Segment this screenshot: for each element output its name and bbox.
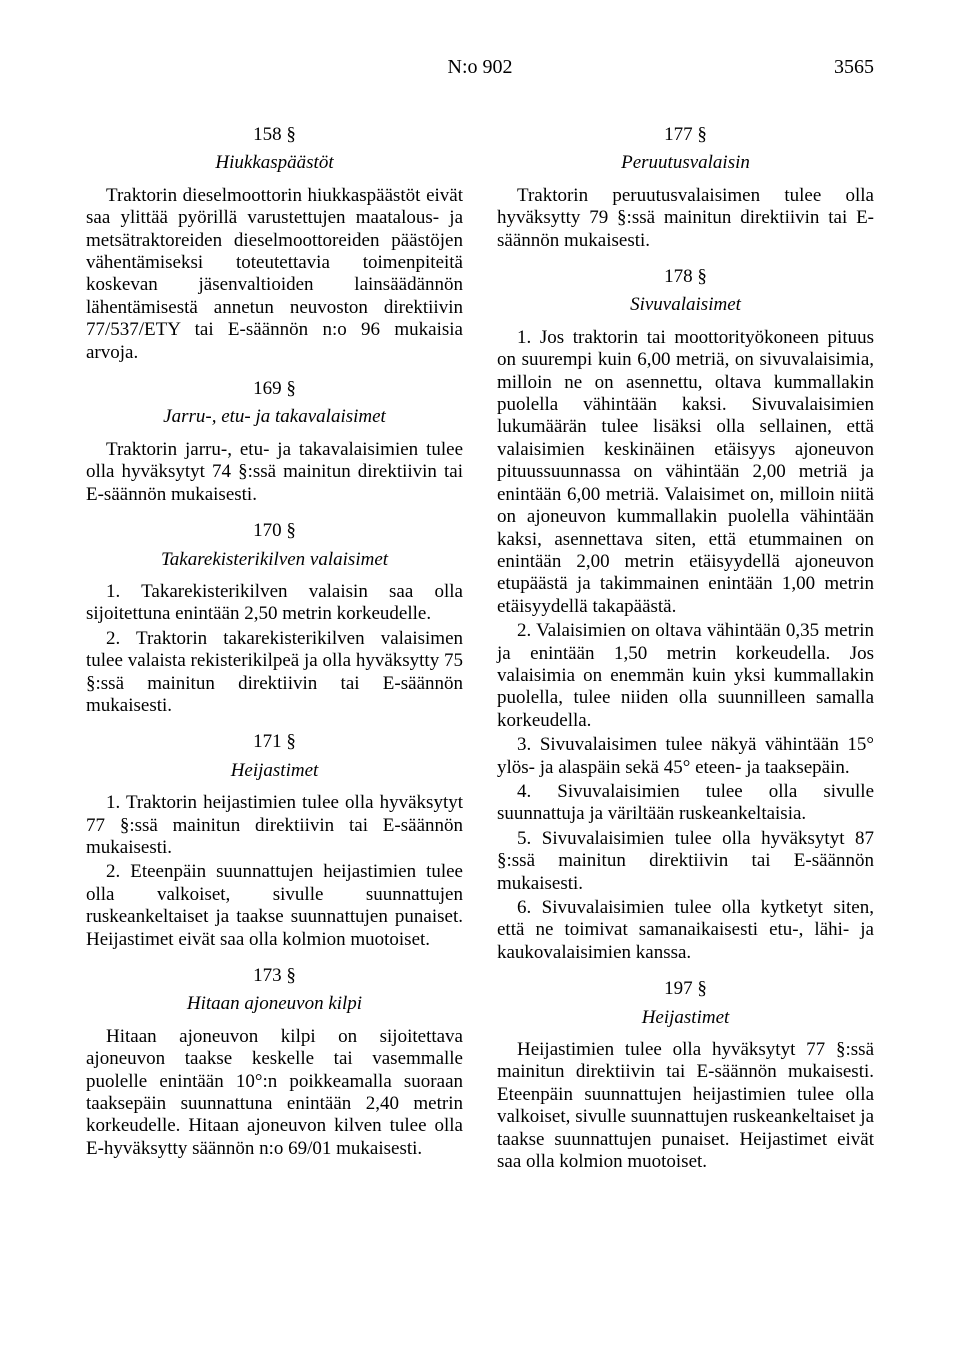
body-text: 4. Sivuvalaisimien tulee olla sivulle su… xyxy=(497,781,874,826)
body-text: Heijastimien tulee olla hyväksytyt 77 §:… xyxy=(497,1039,874,1173)
body-text: 6. Sivuvalaisimien tulee olla kytketyt s… xyxy=(497,897,874,964)
right-column: 177 § Peruutusvalaisin Traktorin peruutu… xyxy=(497,110,874,1175)
doc-number: N:o 902 xyxy=(86,56,874,79)
section-number: 170 § xyxy=(86,520,463,542)
left-column: 158 § Hiukkaspäästöt Traktorin dieselmoo… xyxy=(86,110,463,1175)
document-page: N:o 902 3565 158 § Hiukkaspäästöt Trakto… xyxy=(0,0,960,1358)
section-title: Hiukkaspäästöt xyxy=(86,152,463,174)
section-number: 173 § xyxy=(86,965,463,987)
body-text: Hitaan ajoneuvon kilpi on sijoitettava a… xyxy=(86,1026,463,1160)
section-number: 158 § xyxy=(86,124,463,146)
page-number: 3565 xyxy=(834,56,874,79)
section-title: Heijastimet xyxy=(497,1007,874,1029)
body-text: Traktorin jarru-, etu- ja takavalaisimie… xyxy=(86,439,463,506)
section-title: Takarekisterikilven valaisimet xyxy=(86,549,463,571)
section-number: 171 § xyxy=(86,731,463,753)
two-column-layout: 158 § Hiukkaspäästöt Traktorin dieselmoo… xyxy=(86,110,874,1175)
body-text: 2. Traktorin takarekisterikilven valaisi… xyxy=(86,628,463,718)
page-header: N:o 902 3565 xyxy=(86,56,874,92)
body-text: 3. Sivuvalaisimen tulee näkyä vähintään … xyxy=(497,734,874,779)
section-title: Heijastimet xyxy=(86,760,463,782)
body-text: 5. Sivuvalaisimien tulee olla hyväksytyt… xyxy=(497,828,874,895)
section-number: 178 § xyxy=(497,266,874,288)
section-title: Sivuvalaisimet xyxy=(497,294,874,316)
section-number: 169 § xyxy=(86,378,463,400)
body-text: Traktorin dieselmoottorin hiukkaspäästöt… xyxy=(86,185,463,364)
section-title: Jarru-, etu- ja takavalaisimet xyxy=(86,406,463,428)
body-text: 2. Valaisimien on oltava vähintään 0,35 … xyxy=(497,620,874,732)
section-title: Hitaan ajoneuvon kilpi xyxy=(86,993,463,1015)
section-title: Peruutusvalaisin xyxy=(497,152,874,174)
body-text: 2. Eteenpäin suunnattujen heijastimien t… xyxy=(86,861,463,951)
body-text: 1. Jos traktorin tai moottorityökoneen p… xyxy=(497,327,874,618)
section-number: 197 § xyxy=(497,978,874,1000)
body-text: 1. Takarekisterikilven valaisin saa olla… xyxy=(86,581,463,626)
body-text: Traktorin peruutusvalaisimen tulee olla … xyxy=(497,185,874,252)
body-text: 1. Traktorin heijastimien tulee olla hyv… xyxy=(86,792,463,859)
section-number: 177 § xyxy=(497,124,874,146)
